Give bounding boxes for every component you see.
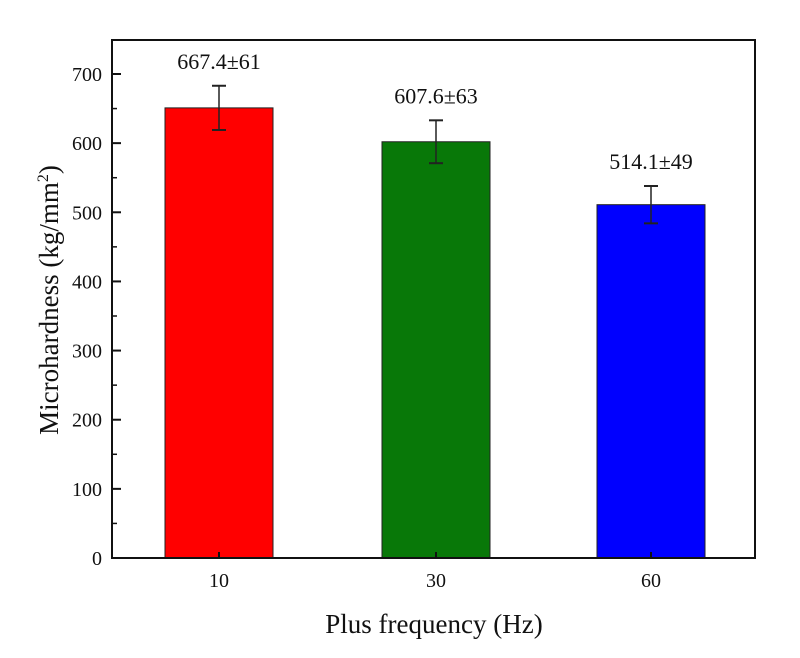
y-tick-label-700: 700 [72,64,102,86]
x-tick-label-10: 10 [209,570,229,592]
y-tick-label-500: 500 [72,202,102,224]
x-tick-label-60: 60 [641,570,661,592]
data-label-10: 667.4±61 [177,49,261,74]
y-tick-label-300: 300 [72,341,102,363]
y-tick-label-400: 400 [72,271,102,293]
data-label-30: 607.6±63 [394,83,478,108]
y-tick-label-100: 100 [72,479,102,501]
y-tick-label-0: 0 [92,548,102,570]
y-tick-label-200: 200 [72,410,102,432]
y-axis-label: Microhardness (kg/mm2) [34,165,64,435]
y-tick-label-600: 600 [72,133,102,155]
x-tick-label-30: 30 [426,570,446,592]
bar-60 [596,204,706,559]
bar-30 [381,141,491,559]
plot-frame [111,39,756,559]
data-label-60: 514.1±49 [609,149,693,174]
x-axis-label: Plus frequency (Hz) [325,609,542,639]
bar-10 [164,107,274,559]
